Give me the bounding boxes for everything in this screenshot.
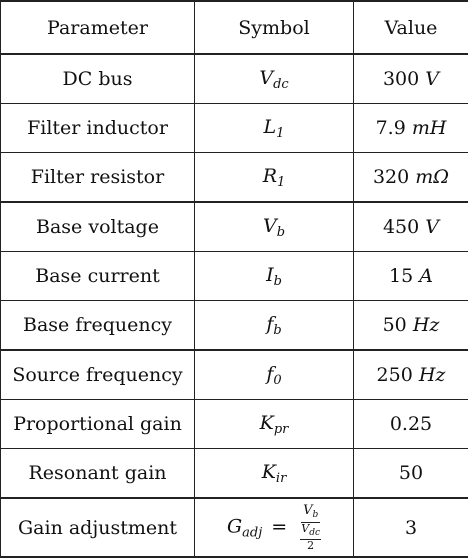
- symbol-base: f: [266, 362, 274, 385]
- symbol-base: V: [259, 66, 274, 89]
- symbol-base: K: [259, 411, 274, 434]
- header-value: Value: [353, 0, 468, 55]
- table-row: Gain adjustment Gadj = Vb Vdc 2 3: [0, 497, 468, 558]
- value-number: 300: [382, 68, 420, 90]
- fraction-numerator: Vb: [301, 503, 321, 523]
- table-row: Base current Ib 15 A: [0, 251, 468, 301]
- table-row: Filter inductor L1 7.9 mH: [0, 103, 468, 153]
- symbol-base: K: [261, 460, 276, 483]
- gain-fraction: Vb Vdc 2: [300, 503, 322, 552]
- inner-denominator: 2: [307, 539, 315, 552]
- symbol-subscript: b: [276, 224, 286, 240]
- parameter-cell: Base current: [0, 251, 195, 301]
- inner-numerator: Vdc: [300, 522, 322, 540]
- symbol-base: I: [266, 263, 274, 286]
- value-number: 250: [376, 364, 413, 386]
- value-cell: 320 mΩ: [353, 152, 468, 203]
- inner-numerator-base: V: [301, 522, 310, 535]
- symbol-cell: R1: [194, 152, 354, 203]
- inner-numerator-subscript: dc: [309, 528, 321, 538]
- symbol-subscript: b: [273, 322, 282, 338]
- value-number: 450: [382, 216, 420, 238]
- symbol-subscript: 1: [276, 125, 285, 141]
- parameter-cell: Source frequency: [0, 349, 195, 400]
- symbol-subscript: pr: [273, 421, 289, 437]
- symbol-cell: Kpr: [194, 399, 354, 449]
- numerator-subscript: b: [312, 510, 319, 520]
- symbol-subscript: dc: [273, 76, 289, 92]
- value-cell: 300 V: [353, 53, 468, 104]
- fraction-denominator: Vdc 2: [300, 522, 322, 552]
- value-cell: 7.9 mH: [353, 103, 468, 153]
- symbol-base: L: [263, 115, 277, 138]
- value-unit: V: [425, 68, 440, 90]
- symbol-base: V: [262, 214, 277, 237]
- equals-sign: =: [271, 515, 288, 538]
- value-unit: Hz: [418, 364, 446, 386]
- parameter-cell: Filter resistor: [0, 152, 195, 203]
- value-unit: V: [425, 216, 440, 238]
- parameter-cell: Filter inductor: [0, 103, 195, 153]
- table-row: Base voltage Vb 450 V: [0, 201, 468, 252]
- value-unit: mΩ: [415, 166, 450, 188]
- table-row: Base frequency fb 50 Hz: [0, 300, 468, 351]
- value-cell: 50 Hz: [353, 300, 468, 351]
- value-number: 50: [398, 462, 424, 484]
- symbol-cell: Gadj = Vb Vdc 2: [194, 497, 354, 558]
- numerator-base: V: [303, 503, 313, 518]
- value-cell: 0.25: [353, 399, 468, 449]
- value-number: 7.9: [375, 117, 406, 139]
- value-number: 320: [372, 166, 410, 188]
- symbol-base: f: [266, 312, 274, 335]
- symbol-cell: Ib: [194, 251, 354, 301]
- value-cell: 15 A: [353, 251, 468, 301]
- value-number: 0.25: [389, 413, 433, 435]
- value-cell: 250 Hz: [353, 349, 468, 400]
- table-row: Filter resistor R1 320 mΩ: [0, 152, 468, 203]
- parameter-cell: Proportional gain: [0, 399, 195, 449]
- value-number: 3: [404, 516, 418, 539]
- parameter-cell: Base voltage: [0, 201, 195, 252]
- table-row: Resonant gain Kir 50: [0, 448, 468, 499]
- parameter-cell: DC bus: [0, 53, 195, 104]
- symbol-base: R: [262, 164, 278, 187]
- table-row: Proportional gain Kpr 0.25: [0, 399, 468, 449]
- header-symbol: Symbol: [194, 0, 354, 55]
- symbol-cell: Vdc: [194, 53, 354, 104]
- value-cell: 450 V: [353, 201, 468, 252]
- table-row: DC bus Vdc 300 V: [0, 53, 468, 104]
- parameter-cell: Gain adjustment: [0, 497, 195, 558]
- header-parameter: Parameter: [0, 0, 195, 55]
- value-number: 15: [389, 265, 414, 287]
- value-number: 50: [382, 314, 407, 336]
- symbol-subscript: b: [273, 273, 282, 289]
- symbol-subscript: adj: [242, 525, 263, 541]
- symbol-cell: L1: [194, 103, 354, 153]
- symbol-subscript: ir: [275, 470, 287, 486]
- table-header-row: Parameter Symbol Value: [0, 0, 468, 55]
- parameter-cell: Base frequency: [0, 300, 195, 351]
- value-cell: 3: [353, 497, 468, 558]
- symbol-cell: f0: [194, 349, 354, 400]
- symbol-cell: Kir: [194, 448, 354, 499]
- value-unit: mH: [411, 117, 447, 139]
- value-unit: Hz: [412, 314, 440, 336]
- value-unit: A: [419, 265, 433, 287]
- symbol-cell: Vb: [194, 201, 354, 252]
- value-cell: 50: [353, 448, 468, 499]
- symbol-subscript: 0: [273, 372, 282, 388]
- table-row: Source frequency f0 250 Hz: [0, 349, 468, 400]
- parameter-cell: Resonant gain: [0, 448, 195, 499]
- symbol-cell: fb: [194, 300, 354, 351]
- symbol-base: G: [226, 515, 243, 538]
- symbol-subscript: 1: [277, 174, 286, 190]
